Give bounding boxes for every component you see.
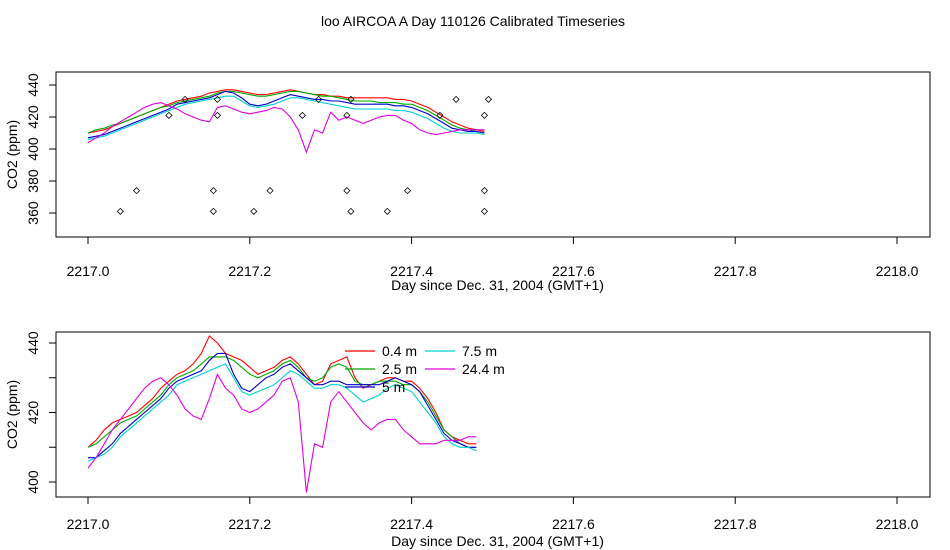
legend-label: 5 m	[382, 379, 405, 395]
series-line-24-4-mm	[87, 102, 485, 154]
y-tick-label: 360	[25, 201, 41, 225]
flag-point	[213, 95, 222, 103]
flag-point	[343, 111, 351, 119]
series-line-5-mm	[88, 352, 477, 459]
legend-label: 2.5 m	[382, 361, 417, 377]
chart-panel-bottom: 2217.0 2217.2 2217.4 2217.6 2217.8 2218.0 Day …	[4, 331, 931, 549]
flag-point	[343, 187, 351, 195]
y-tick-label: 420	[25, 105, 41, 129]
flag-point	[209, 187, 217, 195]
series-line-2-5-mm	[87, 356, 477, 448]
y-axis-label: CO2 (ppm)	[4, 380, 20, 449]
flag-point	[209, 207, 217, 215]
y-tick-label: 440	[25, 73, 41, 97]
flag-point	[165, 111, 173, 119]
series-line-7-5-mm	[87, 95, 485, 140]
y-tick-label: 440	[25, 331, 41, 355]
x-tick-label: 2217.4	[390, 263, 433, 279]
legend-label: 24.4 m	[462, 361, 505, 377]
flag-point	[266, 187, 274, 195]
x-tick-label: 2217.0	[67, 516, 110, 532]
flag-point	[383, 207, 391, 215]
plot-frame	[55, 331, 931, 498]
y-tick-label: 380	[25, 169, 41, 193]
y-tick-label: 400	[25, 137, 41, 161]
chart-panel-top: 2217.0 2217.2 2217.4 2217.6 2217.8 2218.0 Day …	[4, 71, 931, 293]
x-axis-label: Day since Dec. 31, 2004 (GMT+1)	[391, 533, 604, 549]
y-axis-label: CO2 (ppm)	[4, 120, 20, 189]
flag-point	[213, 111, 222, 119]
flag-point	[403, 187, 412, 195]
x-tick-label: 2217.4	[390, 516, 433, 532]
flag-point	[452, 95, 460, 103]
flag-point	[347, 207, 355, 215]
x-tick-label: 2217.2	[228, 516, 271, 532]
flag-point	[116, 207, 124, 215]
flag-point	[480, 187, 488, 195]
flag-point	[250, 207, 258, 215]
flag-point	[436, 111, 444, 119]
plot-frame	[55, 71, 931, 238]
x-tick-label: 2217.2	[228, 263, 271, 279]
x-tick-label: 2217.6	[552, 516, 595, 532]
figure-title: loo AIRCOA A Day 110126 Calibrated Times…	[321, 13, 625, 29]
x-tick-label: 2217.8	[714, 516, 757, 532]
series-line-7-5-mm	[87, 363, 477, 462]
y-tick-label: 420	[25, 401, 41, 425]
x-tick-label: 2218.0	[876, 516, 919, 532]
x-tick-label: 2218.0	[876, 263, 919, 279]
x-tick-label: 2217.6	[552, 263, 595, 279]
series-line-5-mm	[87, 90, 485, 139]
series-line-0-4-mm	[87, 335, 477, 448]
series-line-24-4-mm	[87, 372, 477, 493]
x-tick-label: 2217.0	[67, 263, 110, 279]
x-tick-label: 2217.8	[714, 263, 757, 279]
flag-point	[298, 111, 306, 119]
flag-point	[480, 111, 488, 119]
y-tick-label: 400	[25, 470, 41, 494]
flag-point	[480, 207, 488, 215]
flag-point	[484, 95, 493, 103]
legend-label: 7.5 m	[462, 343, 497, 359]
series-line-2-5-mm	[87, 90, 485, 134]
flag-point	[181, 95, 189, 103]
flag-point	[132, 187, 141, 195]
flag-point	[314, 95, 323, 103]
flag-point	[347, 95, 355, 103]
x-axis-label: Day since Dec. 31, 2004 (GMT+1)	[391, 277, 604, 293]
legend-label: 0.4 m	[382, 343, 417, 359]
